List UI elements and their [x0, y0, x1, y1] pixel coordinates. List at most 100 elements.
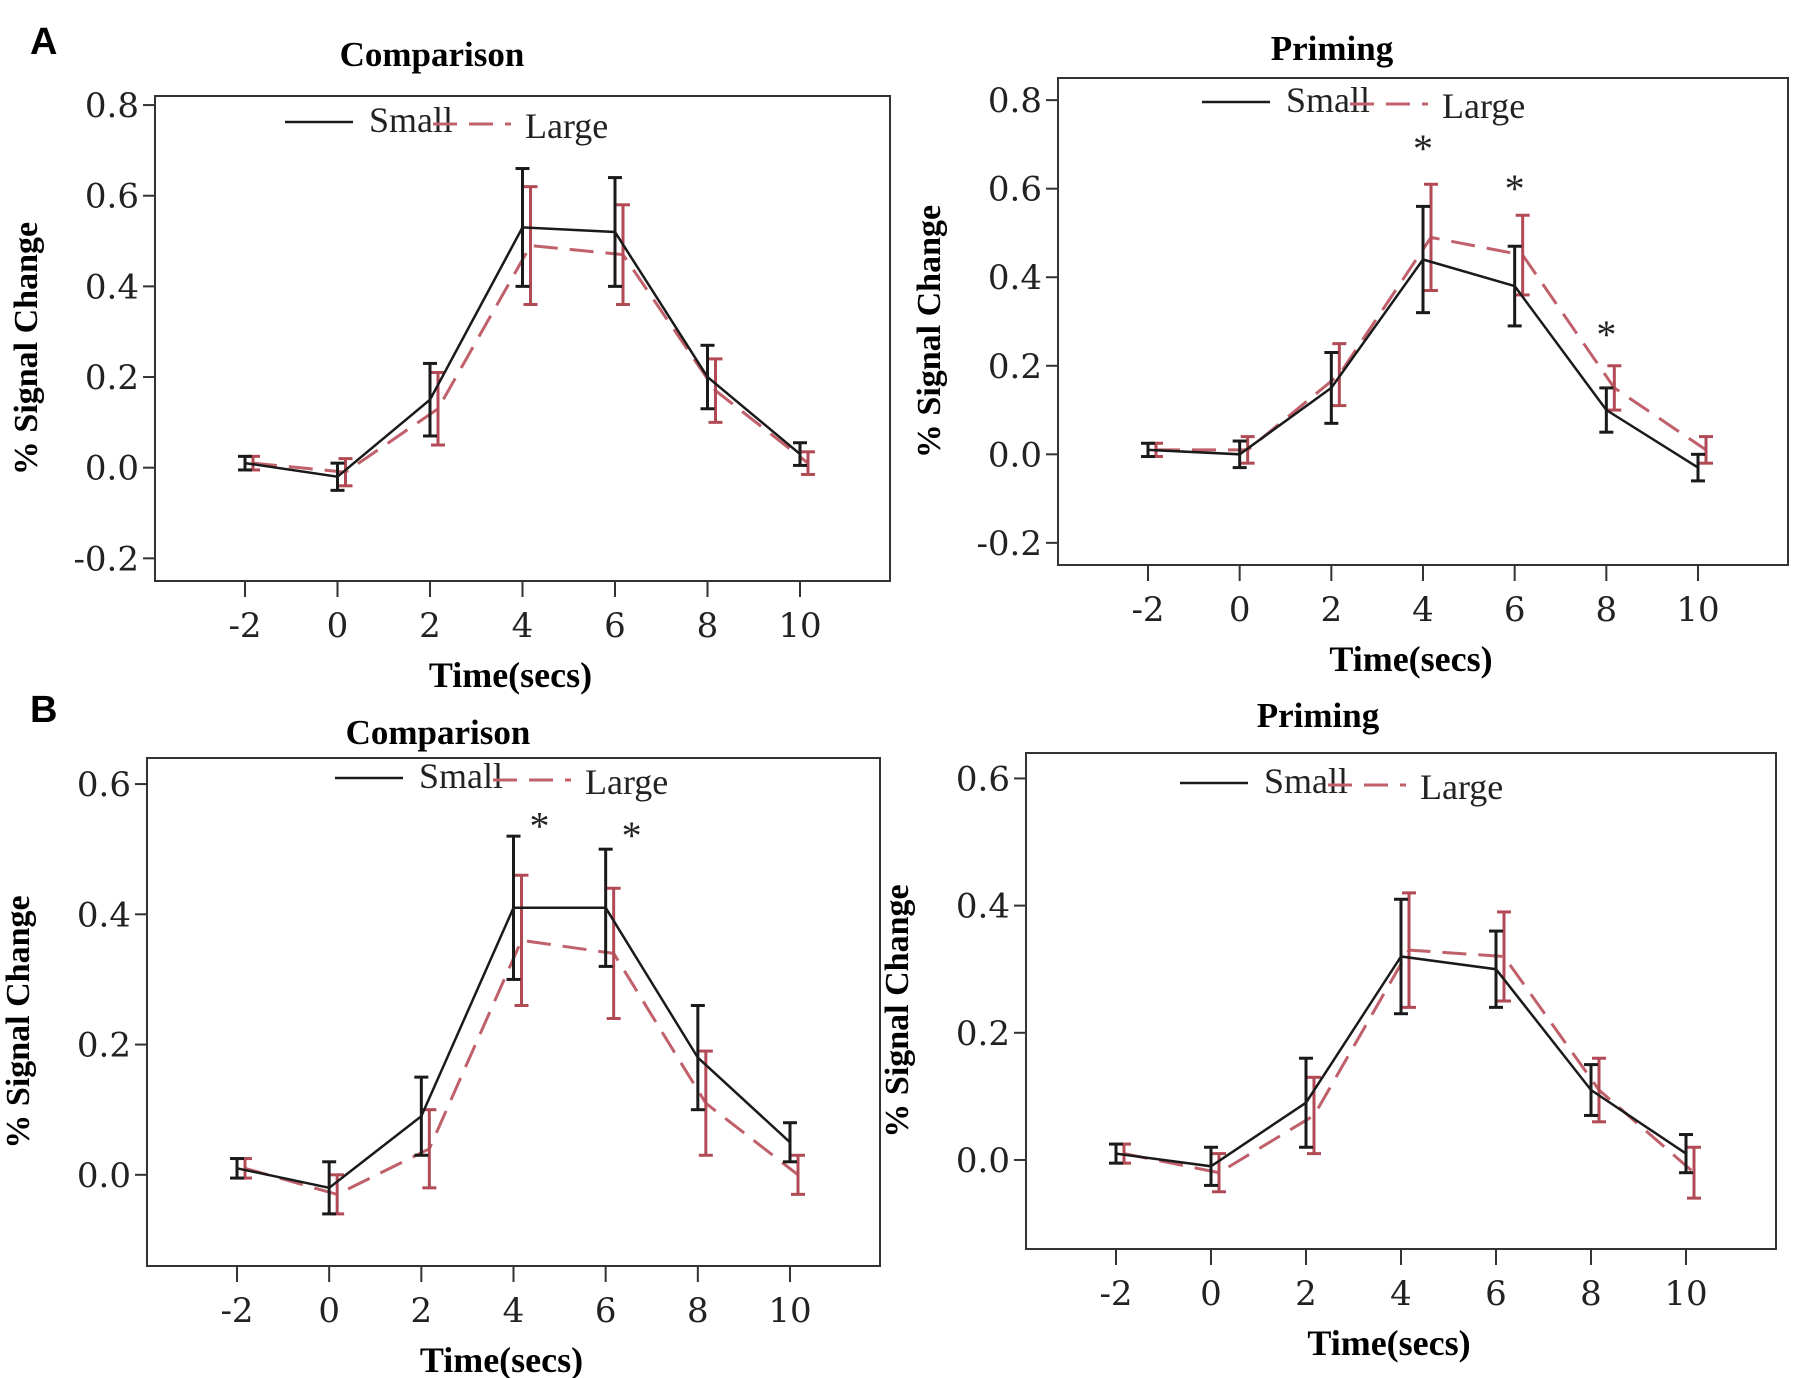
chart-4-ytick-label: 0.2 — [956, 1014, 1010, 1054]
chart-1: Comparison -0.2 0.0 0.2 0.4 0.6 0.8 -2 0 2 4 6 8 10 Ti… — [8, 35, 891, 695]
chart-4-large-errorbar — [1592, 1056, 1606, 1124]
chart-2-ytick-label: 0.8 — [988, 81, 1042, 121]
chart-4-xtick-label: 6 — [1485, 1274, 1507, 1314]
chart-2-ytick-label: 0.2 — [988, 347, 1042, 387]
chart-4-legend-small-label: Small — [1264, 761, 1348, 801]
chart-2-small-errorbar — [1599, 386, 1614, 434]
chart-3: Comparison 0.0 0.2 0.4 0.6 -2 0 2 4 6 8 10 Time(secs… — [0, 713, 881, 1378]
chart-3-xtick-label: 10 — [768, 1291, 811, 1331]
chart-4-xtick-label: 2 — [1295, 1274, 1317, 1314]
chart-3-x-axis-label: Time(secs) — [420, 1340, 583, 1378]
chart-2-legend: Small Large — [1202, 80, 1525, 126]
chart-1-large-errorbar — [523, 185, 538, 307]
chart-3-xtick-label: 2 — [411, 1291, 433, 1331]
chart-2-significance-star: * — [1596, 312, 1616, 357]
chart-2-legend-large-label: Large — [1442, 86, 1525, 126]
chart-3-xtick-label: 6 — [595, 1291, 617, 1331]
chart-1-legend-large-label: Large — [525, 106, 608, 146]
chart-4-xtick-label: 10 — [1664, 1274, 1707, 1314]
chart-3-legend-large-label: Large — [585, 762, 668, 802]
chart-1-legend: Small Large — [285, 100, 608, 146]
chart-3-y-axis-label: % Signal Change — [0, 895, 37, 1148]
chart-2-ytick-label: 0.4 — [988, 258, 1042, 298]
chart-2-ytick-label: -0.2 — [976, 524, 1042, 564]
chart-4-xtick-label: 0 — [1200, 1274, 1222, 1314]
chart-4-small-errorbar — [1394, 897, 1408, 1016]
chart-1-title: Comparison — [340, 35, 525, 74]
chart-1-xtick-label: 8 — [697, 606, 719, 646]
chart-4-small-errorbar — [1489, 929, 1503, 1009]
chart-3-title: Comparison — [346, 713, 531, 752]
chart-2-y-axis-label: % Signal Change — [911, 205, 948, 458]
chart-1-large-errorbar — [708, 357, 723, 424]
chart-3-ytick-label: 0.6 — [77, 765, 131, 805]
chart-1-xtick-label: 0 — [327, 606, 349, 646]
chart-1-y-axis-label: % Signal Change — [8, 222, 45, 475]
chart-4-legend: Small Large — [1180, 761, 1503, 807]
chart-3-small-errorbar — [506, 834, 521, 981]
chart-1-small-errorbar — [515, 167, 530, 288]
chart-3-large-errorbar — [422, 1108, 437, 1190]
chart-3-ytick-label: 0.0 — [77, 1156, 131, 1196]
chart-1-ytick-label: 0.6 — [85, 177, 139, 217]
chart-3-small-errorbar — [414, 1075, 429, 1157]
chart-2-small-errorbar — [1416, 204, 1430, 315]
chart-1-xtick-label: 2 — [419, 606, 441, 646]
chart-3-large-errorbar — [514, 873, 529, 1007]
chart-3-small-errorbar — [690, 1003, 705, 1112]
chart-3-significance-star: * — [622, 813, 642, 858]
chart-3-large-errorbar — [698, 1049, 713, 1157]
chart-2-ytick-label: 0.6 — [988, 170, 1042, 210]
chart-3-legend: Small Large — [335, 756, 668, 802]
chart-1-small-errorbar — [423, 361, 437, 438]
chart-2-small-errorbar — [1507, 244, 1522, 328]
chart-3-significance-star: * — [530, 803, 550, 848]
chart-3-large-errorbar — [791, 1153, 805, 1196]
chart-2-significance-star: * — [1505, 166, 1525, 211]
chart-1-ytick-label: 0.8 — [85, 86, 139, 126]
chart-3-small-errorbar — [598, 847, 613, 968]
chart-1-large-errorbar — [801, 450, 815, 476]
chart-3-plot-frame — [146, 757, 881, 1267]
chart-2-x-axis-label: Time(secs) — [1329, 639, 1492, 679]
chart-3-xtick-label: 0 — [318, 1291, 340, 1331]
chart-4-small-errorbar — [1299, 1056, 1313, 1149]
chart-3-small-errorbar — [783, 1121, 797, 1164]
chart-3-ytick-label: 0.4 — [77, 895, 131, 935]
chart-1-legend-small-label: Small — [369, 100, 453, 140]
chart-4-ytick-label: 0.0 — [956, 1141, 1010, 1181]
chart-2: Priming -0.2 0.0 0.2 0.4 0.6 0.8 -2 0 2 4 6 8 10 Time(… — [911, 29, 1789, 679]
chart-2-legend-small-label: Small — [1286, 80, 1370, 120]
panel-label-b: B — [30, 689, 57, 731]
chart-3-small-errorbar — [230, 1157, 244, 1180]
chart-4-large-errorbar — [1497, 910, 1511, 1003]
chart-2-xtick-label: 10 — [1676, 590, 1719, 630]
chart-4-small-errorbar — [1584, 1063, 1598, 1117]
chart-4-xtick-label: 8 — [1580, 1274, 1602, 1314]
chart-1-large-errorbar — [616, 203, 630, 307]
chart-1-ytick-label: 0.2 — [85, 358, 139, 398]
chart-4-title: Priming — [1257, 696, 1380, 735]
chart-4-legend-large-label: Large — [1420, 767, 1503, 807]
chart-2-small-errorbar — [1691, 452, 1705, 483]
chart-4-ytick-label: 0.6 — [956, 759, 1010, 799]
chart-4-large-errorbar — [1687, 1145, 1701, 1200]
chart-2-large-errorbar — [1607, 364, 1622, 412]
chart-1-ytick-label: -0.2 — [73, 539, 139, 579]
chart-3-legend-small-label: Small — [419, 756, 503, 796]
chart-2-large-errorbar — [1699, 435, 1713, 465]
chart-4-small-errorbar — [1109, 1142, 1123, 1165]
chart-3-xtick-label: 8 — [687, 1291, 709, 1331]
chart-3-xtick-label: 4 — [503, 1291, 525, 1331]
panel-label-a: A — [30, 21, 57, 63]
chart-1-ytick-label: 0.4 — [85, 267, 139, 307]
chart-3-ytick-label: 0.2 — [77, 1026, 131, 1066]
chart-4-y-axis-label: % Signal Change — [879, 884, 916, 1137]
chart-1-xtick-label: 4 — [512, 606, 534, 646]
chart-4-large-errorbar — [1402, 891, 1416, 1009]
chart-1-xtick-label: 10 — [778, 606, 821, 646]
chart-2-small-errorbar — [1324, 350, 1339, 425]
chart-2-ytick-label: 0.0 — [988, 435, 1042, 475]
